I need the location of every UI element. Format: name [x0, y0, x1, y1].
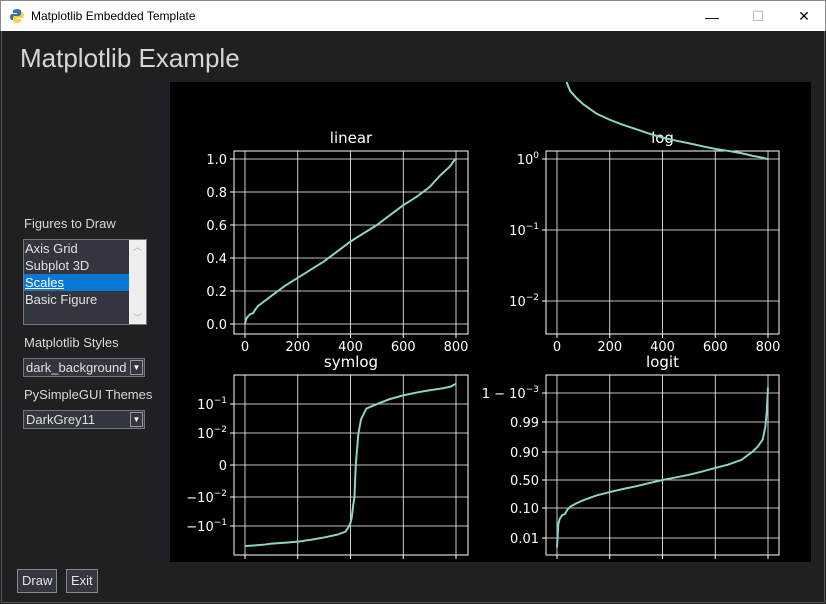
exit-button[interactable]: Exit — [66, 569, 98, 593]
y-tick-label: 0.8 — [206, 186, 227, 201]
x-tick-label: 600 — [391, 340, 416, 355]
chevron-down-icon[interactable]: ▼ — [130, 360, 143, 375]
x-tick-label: 0 — [553, 561, 561, 562]
y-tick-label: 10−2 — [197, 425, 227, 442]
x-tick-label: 800 — [756, 561, 781, 562]
y-tick-label: −10−2 — [186, 489, 227, 506]
title-bar: Matplotlib Embedded Template — ☐ ✕ — [0, 0, 826, 31]
themes-label: PySimpleGUI Themes — [24, 387, 153, 402]
matplotlib-figure: 0 200 400 600 800 0.0 0.2 0.4 0.6 0.8 1.0 linear 0 20… — [170, 82, 811, 562]
maximize-button[interactable]: ☐ — [751, 8, 765, 24]
y-tick-label: 10−1 — [197, 396, 227, 413]
themes-value: DarkGrey11 — [26, 412, 96, 427]
series-line — [565, 82, 769, 160]
series-line — [244, 382, 457, 548]
y-tick-label: 0.90 — [510, 446, 539, 461]
x-tick-label: 200 — [597, 340, 622, 355]
y-tick-label: 0.6 — [206, 219, 227, 234]
list-item-basic-figure[interactable]: Basic Figure — [25, 292, 98, 307]
y-tick-label: 0.4 — [206, 252, 227, 267]
x-tick-label: 600 — [703, 561, 728, 562]
minimize-button[interactable]: — — [705, 8, 719, 25]
axes-frame — [545, 374, 780, 556]
x-tick-label: 800 — [444, 561, 469, 562]
list-item-scales[interactable]: Scales — [24, 274, 130, 291]
y-tick-label: 0.10 — [510, 502, 539, 517]
x-tick-label: 600 — [391, 561, 416, 562]
series-line — [244, 158, 457, 324]
y-tick-label: −10−1 — [186, 518, 227, 535]
page-title: Matplotlib Example — [20, 43, 240, 73]
y-tick-label: 0.0 — [206, 318, 227, 333]
styles-value: dark_background — [26, 360, 127, 375]
subplot-title: logit — [646, 353, 679, 371]
themes-combo[interactable]: DarkGrey11 ▼ — [23, 410, 145, 429]
subplot-linear: 0 200 400 600 800 0.0 0.2 0.4 0.6 0.8 1.0 linear — [206, 129, 469, 355]
draw-button[interactable]: Draw — [17, 569, 58, 593]
python-logo-icon — [10, 9, 24, 23]
subplot-title: linear — [330, 129, 373, 147]
subplot-symlog: 0 200 400 600 800 10−1 10−2 0 −10−2 −10−1 symlog — [186, 353, 469, 562]
subplot-logit: 0 200 400 600 800 1 − 10−3 0.99 0.90 0.50 0.10 0.0… — [482, 353, 781, 562]
y-tick-label: 10−2 — [509, 293, 539, 310]
x-tick-label: 0 — [241, 561, 249, 562]
x-tick-label: 800 — [756, 340, 781, 355]
scroll-up-icon[interactable]: ︿ — [132, 242, 142, 252]
subplot-title: symlog — [324, 353, 378, 371]
x-tick-label: 200 — [597, 561, 622, 562]
y-tick-label: 0.99 — [510, 416, 539, 431]
series-line — [556, 387, 769, 548]
y-tick-label: 0.50 — [510, 474, 539, 489]
axes-frame — [545, 150, 780, 335]
axes-frame — [233, 150, 469, 335]
x-tick-label: 800 — [444, 340, 469, 355]
x-tick-label: 200 — [285, 561, 310, 562]
list-item-subplot-3d[interactable]: Subplot 3D — [25, 258, 90, 273]
figures-label: Figures to Draw — [24, 216, 116, 231]
listbox-scrollbar[interactable]: ︿ ﹀ — [129, 240, 146, 324]
y-tick-label: 10−1 — [509, 222, 539, 239]
x-tick-label: 200 — [285, 340, 310, 355]
x-tick-label: 400 — [650, 561, 675, 562]
main-window: Matplotlib Example Figures to Draw Axis … — [1, 31, 825, 603]
y-tick-label: 100 — [517, 151, 540, 168]
scroll-down-icon[interactable]: ﹀ — [132, 313, 142, 323]
y-tick-label: 0.2 — [206, 285, 227, 300]
chevron-down-icon[interactable]: ▼ — [130, 412, 143, 427]
x-tick-label: 600 — [703, 340, 728, 355]
styles-combo[interactable]: dark_background ▼ — [23, 358, 145, 377]
y-tick-label: 0.01 — [510, 532, 539, 547]
x-tick-label: 0 — [241, 340, 249, 355]
axes-frame — [233, 374, 469, 556]
y-tick-label: 0 — [219, 459, 227, 474]
y-tick-label: 1.0 — [206, 153, 227, 168]
x-tick-label: 0 — [553, 340, 561, 355]
window-title: Matplotlib Embedded Template — [31, 9, 196, 23]
figures-listbox[interactable]: Axis Grid Subplot 3D Scales Basic Figure… — [23, 239, 147, 325]
x-tick-label: 400 — [338, 340, 363, 355]
y-tick-label: 1 − 10−3 — [482, 385, 539, 402]
x-tick-label: 400 — [650, 340, 675, 355]
x-tick-label: 400 — [338, 561, 363, 562]
list-item-axis-grid[interactable]: Axis Grid — [25, 241, 78, 256]
close-button[interactable]: ✕ — [798, 8, 810, 24]
styles-label: Matplotlib Styles — [24, 335, 119, 350]
